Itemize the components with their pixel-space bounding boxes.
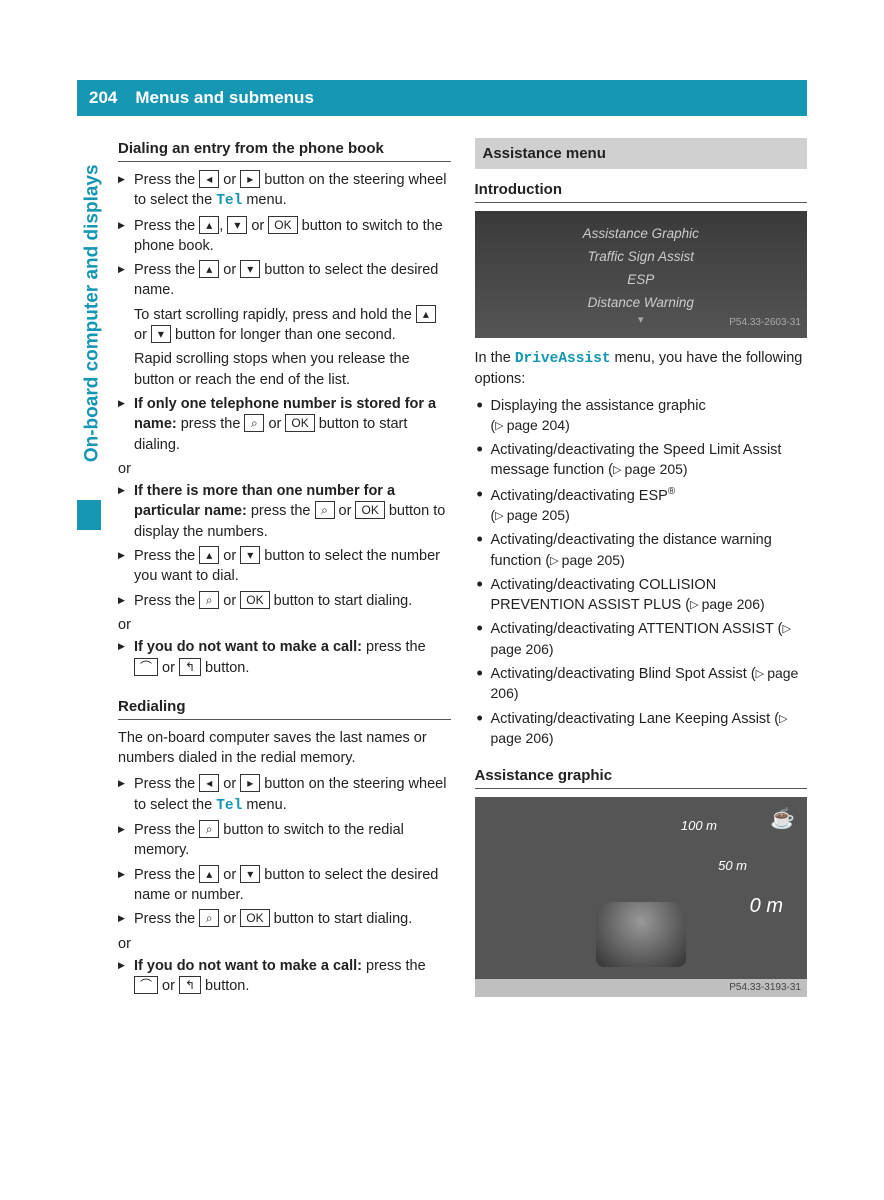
distance-label: 50 m xyxy=(718,857,747,875)
section-dialing-title: Dialing an entry from the phone book xyxy=(118,138,451,162)
step-note: Rapid scrolling stops when you release t… xyxy=(118,349,451,390)
intro-text: In the DriveAssist menu, you have the fo… xyxy=(475,348,808,390)
down-arrow-button: ▾ xyxy=(240,865,260,883)
step: Press the ⌕ button to switch to the redi… xyxy=(118,820,451,861)
ok-button: OK xyxy=(240,591,269,609)
down-arrow-button: ▾ xyxy=(240,546,260,564)
fig-line: Traffic Sign Assist xyxy=(475,248,808,267)
distance-label: 100 m xyxy=(681,817,717,835)
up-arrow-button: ▴ xyxy=(199,546,219,564)
step: Press the ◂ or ▸ button on the steering … xyxy=(118,774,451,816)
assistance-menu-title: Assistance menu xyxy=(475,138,808,169)
list-item: Activating/deactivating Lane Keeping Ass… xyxy=(475,709,808,750)
section-redialing-title: Redialing xyxy=(118,696,451,720)
list-item: Activating/deactivating the Speed Limit … xyxy=(475,440,808,481)
tel-menu-label: Tel xyxy=(216,193,242,209)
step: Press the ⌕ or OK button to start dialin… xyxy=(118,909,451,929)
fig-line: Assistance Graphic xyxy=(475,225,808,244)
list-item: Activating/deactivating ATTENTION ASSIST… xyxy=(475,619,808,660)
step: Press the ▴, ▾ or OK button to switch to… xyxy=(118,216,451,257)
left-arrow-button: ◂ xyxy=(199,170,219,188)
side-marker xyxy=(77,500,101,530)
up-arrow-button: ▴ xyxy=(416,305,436,323)
fig-line: ESP xyxy=(475,271,808,290)
side-tab: On-board computer and displays xyxy=(77,140,101,530)
ok-button: OK xyxy=(355,501,384,519)
coffee-cup-icon: ☕ xyxy=(770,805,795,833)
down-arrow-button: ▾ xyxy=(151,325,171,343)
down-arrow-button: ▾ xyxy=(240,260,260,278)
hangup-button: ⌒ xyxy=(134,658,158,676)
back-button: ↰ xyxy=(179,658,201,676)
down-arrow-button: ▾ xyxy=(227,216,247,234)
step: If you do not want to make a call: press… xyxy=(118,956,451,997)
up-arrow-button: ▴ xyxy=(199,260,219,278)
step: Press the ◂ or ▸ button on the steering … xyxy=(118,170,451,212)
list-item: Activating/deactivating the distance war… xyxy=(475,530,808,571)
introduction-title: Introduction xyxy=(475,179,808,203)
or-divider: or xyxy=(118,934,451,954)
redialing-steps-2: If you do not want to make a call: press… xyxy=(118,956,451,997)
call-button: ⌕ xyxy=(244,414,264,432)
or-divider: or xyxy=(118,615,451,635)
right-arrow-button: ▸ xyxy=(240,774,260,792)
tel-menu-label: Tel xyxy=(216,798,242,814)
ok-button: OK xyxy=(268,216,297,234)
call-button: ⌕ xyxy=(199,909,219,927)
redialing-steps: Press the ◂ or ▸ button on the steering … xyxy=(118,774,451,929)
step-note: To start scrolling rapidly, press and ho… xyxy=(118,305,451,346)
right-column: Assistance menu Introduction Assistance … xyxy=(475,138,808,1000)
call-button: ⌕ xyxy=(199,591,219,609)
fig-line: Distance Warning xyxy=(475,294,808,313)
or-divider: or xyxy=(118,459,451,479)
right-arrow-button: ▸ xyxy=(240,170,260,188)
dialing-steps-2: If only one telephone number is stored f… xyxy=(118,394,451,455)
left-arrow-button: ◂ xyxy=(199,774,219,792)
step: If there is more than one number for a p… xyxy=(118,481,451,542)
step: If only one telephone number is stored f… xyxy=(118,394,451,455)
hangup-button: ⌒ xyxy=(134,976,158,994)
dialing-steps-3: If there is more than one number for a p… xyxy=(118,481,451,611)
list-item: Activating/deactivating ESP®(▷ page 205) xyxy=(475,485,808,526)
chevron-down-icon: ▾ xyxy=(638,313,644,328)
step: If you do not want to make a call: press… xyxy=(118,637,451,678)
dialing-steps-4: If you do not want to make a call: press… xyxy=(118,637,451,678)
up-arrow-button: ▴ xyxy=(199,865,219,883)
driveassist-label: DriveAssist xyxy=(515,351,611,367)
car-icon xyxy=(596,902,686,967)
call-button: ⌕ xyxy=(315,501,335,519)
page-title: Menus and submenus xyxy=(129,86,314,110)
figure-code: P54.33-3193-31 xyxy=(475,979,808,997)
page-header: 204 Menus and submenus xyxy=(77,80,807,116)
assistance-menu-figure: Assistance Graphic Traffic Sign Assist E… xyxy=(475,211,808,338)
back-button: ↰ xyxy=(179,976,201,994)
ok-button: OK xyxy=(285,414,314,432)
assistance-graphic-title: Assistance graphic xyxy=(475,765,808,789)
registered-mark: ® xyxy=(668,486,675,497)
page-number: 204 xyxy=(77,86,129,110)
step: Press the ▴ or ▾ button to select the nu… xyxy=(118,546,451,587)
distance-label: 0 m xyxy=(750,892,783,920)
call-button: ⌕ xyxy=(199,820,219,838)
list-item: Displaying the assistance graphic(▷ page… xyxy=(475,396,808,437)
content-area: Dialing an entry from the phone book Pre… xyxy=(118,138,807,1000)
list-item: Activating/deactivating Blind Spot Assis… xyxy=(475,664,808,705)
left-column: Dialing an entry from the phone book Pre… xyxy=(118,138,451,1000)
ok-button: OK xyxy=(240,909,269,927)
options-list: Displaying the assistance graphic(▷ page… xyxy=(475,396,808,750)
redialing-intro: The on-board computer saves the last nam… xyxy=(118,728,451,769)
side-section-label: On-board computer and displays xyxy=(80,143,107,483)
list-item: Activating/deactivating COLLISION PREVEN… xyxy=(475,575,808,616)
dialing-steps: Press the ◂ or ▸ button on the steering … xyxy=(118,170,451,301)
step: Press the ⌕ or OK button to start dialin… xyxy=(118,591,451,611)
assistance-graphic-figure: 100 m 50 m 0 m ☕ P54.33-3193-31 xyxy=(475,797,808,997)
up-arrow-button: ▴ xyxy=(199,216,219,234)
step: Press the ▴ or ▾ button to select the de… xyxy=(118,260,451,301)
step: Press the ▴ or ▾ button to select the de… xyxy=(118,865,451,906)
figure-code: P54.33-2603-31 xyxy=(729,316,801,330)
